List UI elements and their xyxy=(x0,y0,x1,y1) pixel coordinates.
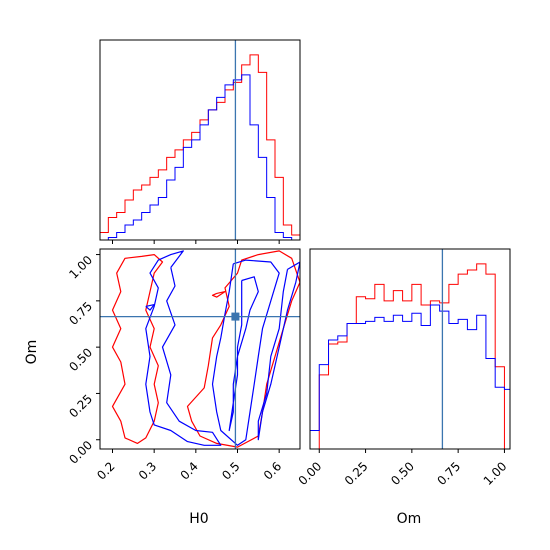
x-axis-label-Om: Om xyxy=(397,511,422,527)
contour-frame xyxy=(99,248,301,450)
x-tick-label-H0: 0.2 xyxy=(94,459,117,482)
y-tick-label-Om: 0.00 xyxy=(66,438,95,467)
contour-series-b-1 xyxy=(211,259,280,446)
x-tick-label-H0: 0.4 xyxy=(178,459,201,482)
contour-series-a-2 xyxy=(211,291,226,298)
contour-series-a-1 xyxy=(186,250,300,448)
x-tick-label-H0: 0.6 xyxy=(261,459,284,482)
hist-H0-panel xyxy=(99,39,301,244)
contour-series-b-3 xyxy=(228,276,259,432)
y-tick-label-Om: 1.00 xyxy=(66,253,95,282)
hist-Om-panel: 0.00 0.25 0.50 0.75 1.00 xyxy=(296,248,511,488)
x-tick-label-H0: 0.5 xyxy=(219,459,242,482)
hist-Om-series-b xyxy=(309,304,511,449)
x-tick-label-Om: 0.75 xyxy=(434,459,463,488)
contour-H0-Om-panel: 0.2 0.3 0.4 0.5 0.6 0.00 0.25 0.50 0.75 1.00 xyxy=(66,248,301,483)
y-tick-label-Om: 0.75 xyxy=(66,299,95,328)
contour-series-b-0 xyxy=(145,250,222,446)
x-axis-label-H0: H0 xyxy=(189,511,208,527)
hist-Om-series-a xyxy=(310,263,510,450)
contour-group xyxy=(111,250,300,448)
hist-H0-frame xyxy=(99,39,301,241)
hist-H0-series-b xyxy=(100,74,300,241)
x-tick-label-Om: 0.00 xyxy=(296,459,325,488)
x-tick-label-Om: 0.25 xyxy=(342,459,371,488)
y-tick-label-Om: 0.50 xyxy=(66,345,95,374)
x-tick-label-Om: 1.00 xyxy=(481,459,510,488)
x-tick-label-Om: 0.50 xyxy=(388,459,417,488)
hist-Om-frame xyxy=(309,248,511,450)
y-tick-label-Om: 0.25 xyxy=(66,392,95,421)
hist-H0-series-a xyxy=(99,54,301,240)
y-axis-label-Om: Om xyxy=(24,340,40,365)
contour-series-b-2 xyxy=(257,261,300,441)
x-tick-label-H0: 0.3 xyxy=(136,459,159,482)
contour-series-b-4 xyxy=(145,304,155,311)
truth-marker xyxy=(231,312,240,321)
contour-series-a-0 xyxy=(111,254,164,444)
